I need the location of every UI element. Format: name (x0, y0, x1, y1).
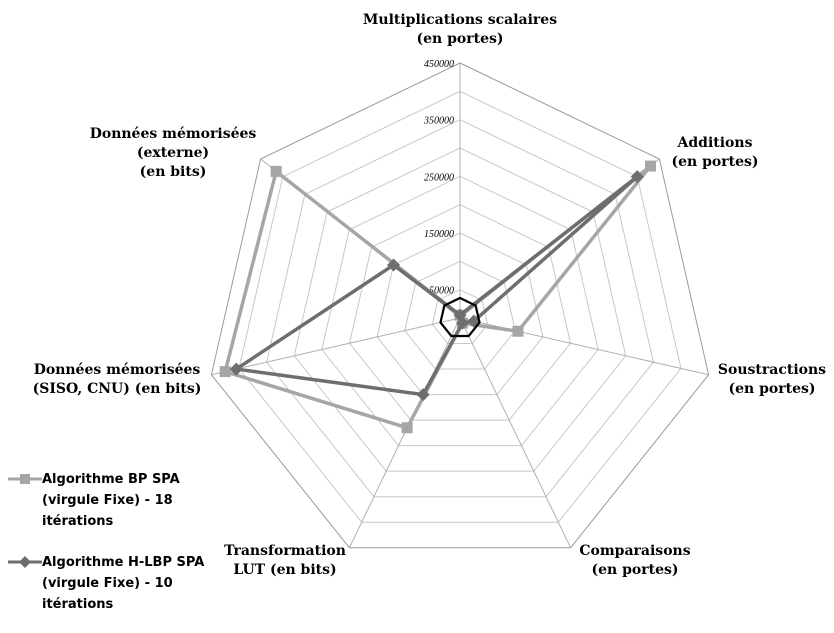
axis-label: Données mémorisées (SISO, CNU) (en bits) (33, 362, 202, 397)
axis-label: Comparaisons (en portes) (579, 543, 690, 578)
axis-label: Additions (en portes) (672, 135, 759, 170)
grid-ring (210, 62, 710, 549)
axis-label: Données mémorisées (externe) (en bits) (90, 126, 257, 180)
data-point (219, 366, 231, 378)
legend: Algorithme BP SPA (virgule Fixe) - 18 it… (8, 469, 232, 615)
axis-spoke (459, 317, 572, 548)
data-point (630, 170, 644, 184)
grid-ring (431, 289, 489, 345)
data-point (455, 316, 469, 330)
data-point (645, 160, 657, 172)
grid-ring (266, 119, 654, 498)
data-point (416, 388, 430, 402)
data-point (270, 165, 282, 177)
tick-label: 50000 (429, 286, 454, 297)
tick-label: 350000 (423, 116, 454, 127)
legend-swatch-hlbp-spa (8, 552, 42, 572)
grid-ring (238, 90, 682, 523)
legend-label-hlbp-spa: Algorithme H-LBP SPA (virgule Fixe) - 10… (42, 555, 205, 612)
axis-label: Transformation LUT (en bits) (224, 543, 346, 578)
legend-label-bp-spa: Algorithme BP SPA (virgule Fixe) - 18 it… (42, 472, 180, 529)
center-marker (439, 296, 481, 338)
radar-grid (210, 62, 710, 549)
grid-ring (293, 147, 627, 472)
axis-label: Multiplications scalaires (en portes) (363, 12, 557, 47)
data-point (229, 362, 243, 376)
legend-entry-bp-spa: Algorithme BP SPA (virgule Fixe) - 18 it… (8, 469, 232, 532)
axis-label: Soustractions (en portes) (718, 362, 826, 397)
radar-tick-labels: 50000 150000 250000 350000 450000 (423, 59, 454, 297)
data-point (387, 258, 401, 272)
grid-ring (376, 232, 544, 396)
tick-label: 150000 (424, 229, 454, 240)
data-point (512, 325, 524, 337)
radar-axis-labels: Multiplications scalaires (en portes) Addi… (33, 12, 827, 578)
radar-series (219, 160, 657, 434)
grid-ring (348, 204, 572, 421)
legend-swatch-bp-spa (8, 469, 42, 489)
data-point (401, 422, 413, 434)
axis-spoke (211, 317, 461, 376)
radar-spokes (211, 63, 709, 548)
series-line (234, 174, 639, 397)
tick-label: 450000 (424, 59, 454, 70)
tick-label: 250000 (424, 172, 454, 183)
grid-ring (321, 175, 599, 447)
series-hlbp-spa (229, 170, 644, 402)
legend-entry-hlbp-spa: Algorithme H-LBP SPA (virgule Fixe) - 10… (8, 552, 232, 615)
